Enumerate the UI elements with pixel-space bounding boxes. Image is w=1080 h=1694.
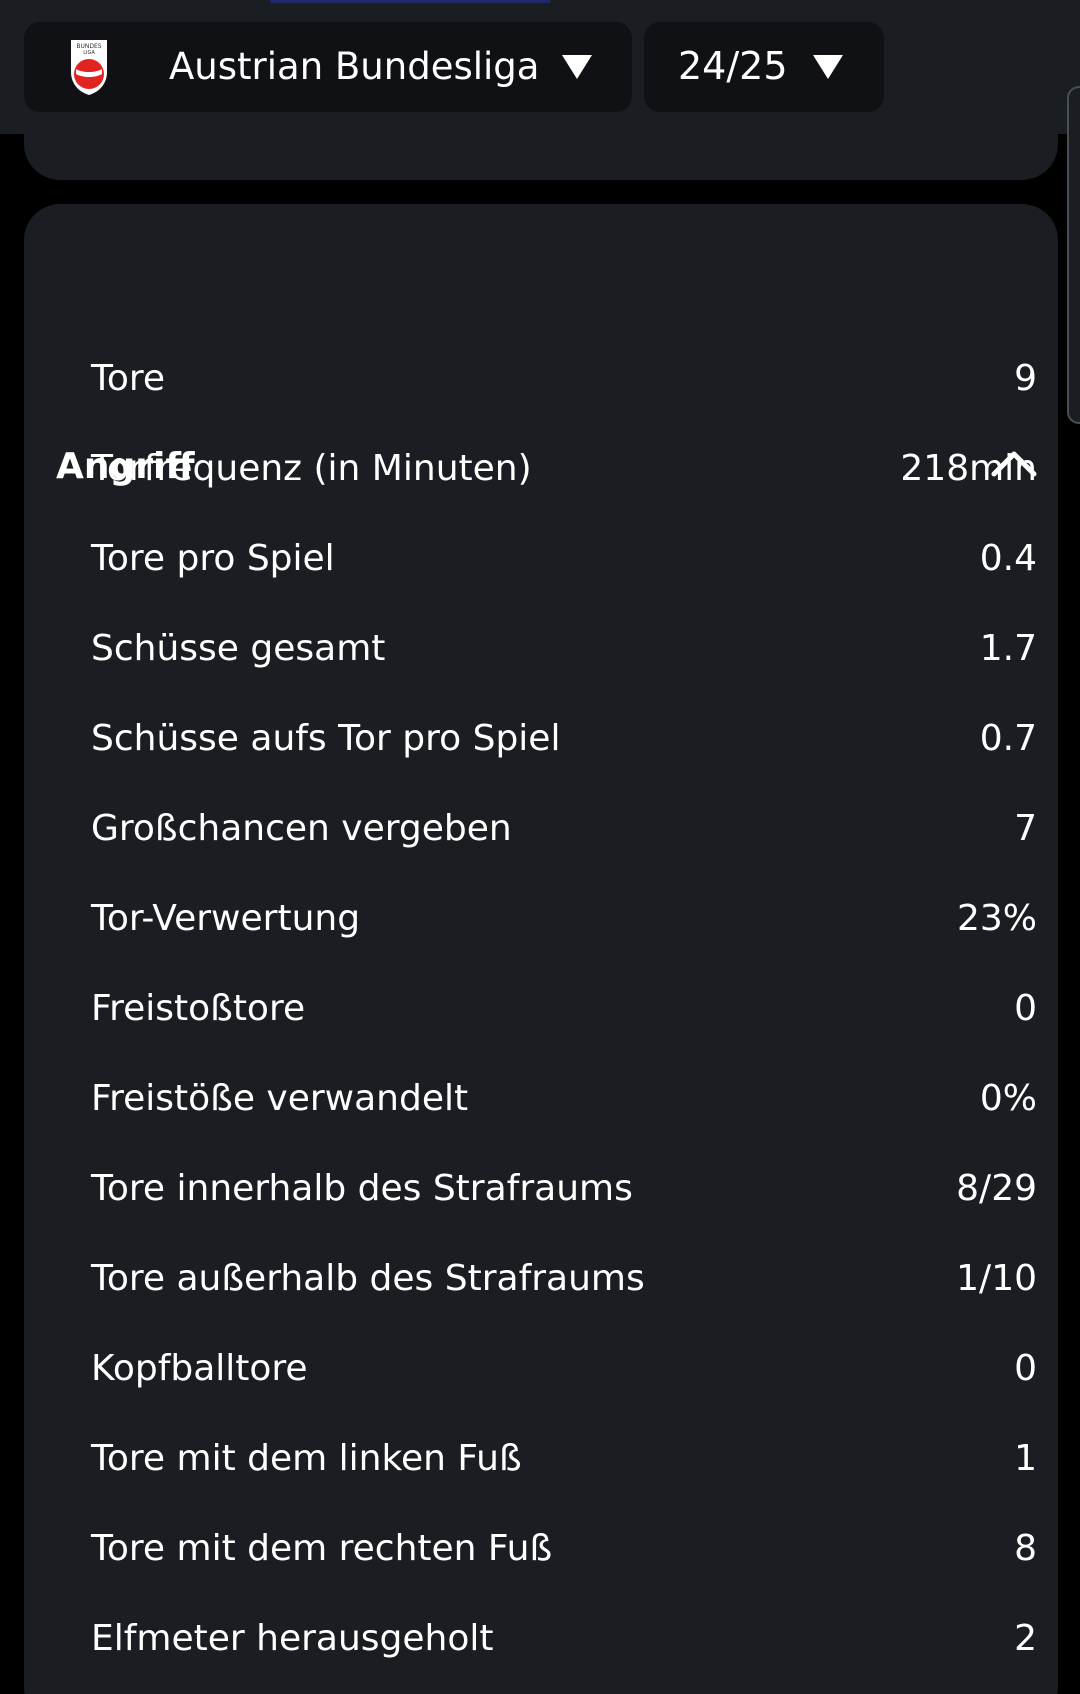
stat-value: 0.4 xyxy=(979,537,1037,579)
stat-row: Tore mit dem linken Fuß 1 xyxy=(91,1413,1037,1503)
svg-text:LIGA: LIGA xyxy=(83,50,95,56)
stat-label: Elfmeter herausgeholt xyxy=(91,1617,494,1659)
stat-value: 0 xyxy=(1014,1347,1037,1389)
stat-label: Freistoßtore xyxy=(91,987,306,1029)
stat-label: Torfrequenz (in Minuten) xyxy=(91,447,532,489)
stat-value: 9 xyxy=(1014,357,1037,399)
top-accent-line xyxy=(270,0,550,3)
stat-row: Tore außerhalb des Strafraums 1/10 xyxy=(91,1233,1037,1323)
section-title: Angriff xyxy=(56,446,195,487)
stat-row: Elfmeter herausgeholt 2 xyxy=(91,1593,1037,1683)
stat-row: Tore 9 xyxy=(91,333,1037,423)
stat-value: 218min xyxy=(900,447,1037,489)
stat-value: 1 xyxy=(1014,1437,1037,1479)
caret-down-icon xyxy=(813,55,843,79)
league-name: Austrian Bundesliga xyxy=(169,45,540,88)
stat-label: Tor-Verwertung xyxy=(91,897,361,939)
stat-value: 8 xyxy=(1014,1527,1037,1569)
stat-label: Schüsse gesamt xyxy=(91,627,386,669)
stat-value: 2 xyxy=(1014,1617,1037,1659)
stat-row: Tore mit dem rechten Fuß 8 xyxy=(91,1503,1037,1593)
stat-row: Tore pro Spiel 0.4 xyxy=(91,513,1037,603)
stat-value: 0% xyxy=(979,1077,1037,1119)
stat-label: Tore innerhalb des Strafraums xyxy=(91,1167,633,1209)
stat-label: Tore xyxy=(91,357,166,399)
stat-value: 0.7 xyxy=(979,717,1037,759)
league-dropdown[interactable]: BUNDES LIGA Austrian Bundesliga xyxy=(24,22,632,112)
svg-text:BUNDES: BUNDES xyxy=(76,43,101,50)
bundesliga-austria-logo-icon: BUNDES LIGA xyxy=(71,40,107,95)
stat-row: Großchancen vergeben 7 xyxy=(91,783,1037,873)
stat-label: Tore pro Spiel xyxy=(91,537,335,579)
stat-row: Freistöße verwandelt 0% xyxy=(91,1053,1037,1143)
stat-row: Tore innerhalb des Strafraums 8/29 xyxy=(91,1143,1037,1233)
caret-down-icon xyxy=(562,55,592,79)
stat-label: Tore mit dem rechten Fuß xyxy=(91,1527,553,1569)
stat-label: Kopfballtore xyxy=(91,1347,308,1389)
stat-row: Freistoßtore 0 xyxy=(91,963,1037,1053)
chevron-up-icon[interactable] xyxy=(990,448,1038,478)
stat-row: Schüsse gesamt 1.7 xyxy=(91,603,1037,693)
stat-row: Torfrequenz (in Minuten) 218min xyxy=(91,423,1037,513)
stat-value: 23% xyxy=(956,897,1037,939)
stat-row: Schüsse aufs Tor pro Spiel 0.7 xyxy=(91,693,1037,783)
stat-value: 1.7 xyxy=(979,627,1037,669)
stat-label: Tore außerhalb des Strafraums xyxy=(91,1257,645,1299)
stat-label: Tore mit dem linken Fuß xyxy=(91,1437,522,1479)
stat-value: 0 xyxy=(1014,987,1037,1029)
stat-label: Schüsse aufs Tor pro Spiel xyxy=(91,717,561,759)
stat-row: Tor-Verwertung 23% xyxy=(91,873,1037,963)
season-label: 24/25 xyxy=(678,44,788,88)
season-dropdown[interactable]: 24/25 xyxy=(644,22,884,112)
scrollbar-thumb[interactable] xyxy=(1067,86,1080,424)
stat-value: 7 xyxy=(1014,807,1037,849)
stat-label: Freistöße verwandelt xyxy=(91,1077,469,1119)
stat-value: 8/29 xyxy=(956,1167,1037,1209)
stat-label: Großchancen vergeben xyxy=(91,807,512,849)
stat-value: 1/10 xyxy=(956,1257,1037,1299)
attack-section-card: Angriff Tore 9 Torfrequenz (in Minuten) … xyxy=(24,204,1058,1694)
previous-card-bottom xyxy=(24,100,1058,180)
stat-row: Kopfballtore 0 xyxy=(91,1323,1037,1413)
